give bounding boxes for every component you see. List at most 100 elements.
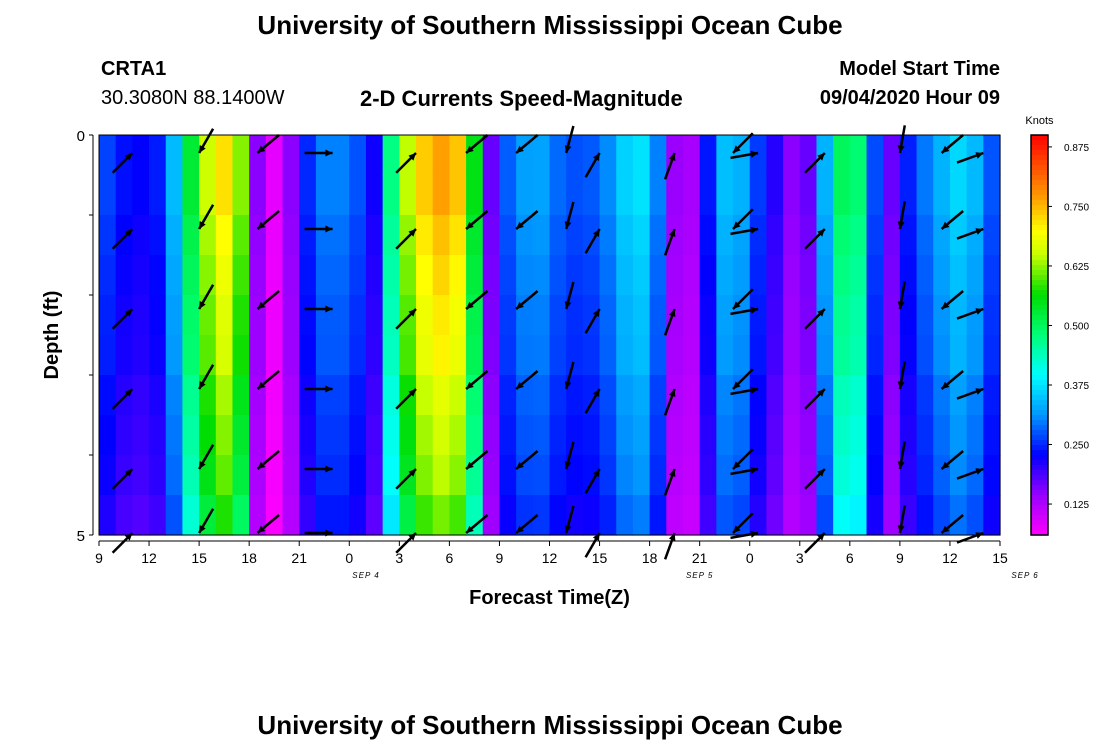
heatmap-cell <box>416 415 434 456</box>
date-label: SEP 4 <box>352 571 379 580</box>
heatmap-cell <box>849 375 868 416</box>
colorbar-swatch <box>1031 200 1048 206</box>
heatmap-cell <box>749 215 768 256</box>
heatmap-cell <box>733 495 751 536</box>
heatmap-cell <box>749 375 768 416</box>
vector-head <box>516 145 524 153</box>
heatmap-cell <box>99 375 117 416</box>
heatmap-cell <box>532 215 551 256</box>
heatmap-cell <box>315 495 334 536</box>
heatmap-cell <box>149 415 167 456</box>
vector-head <box>817 533 825 541</box>
heatmap-cell <box>315 295 334 336</box>
colorbar-swatch <box>1031 300 1048 306</box>
heatmap-cell <box>983 335 1001 376</box>
heatmap-cell <box>849 335 868 376</box>
colorbar-swatch <box>1031 235 1048 241</box>
heatmap-cell <box>99 175 117 216</box>
heatmap-cell <box>482 295 501 336</box>
heatmap-cell <box>265 255 284 296</box>
heatmap-cell <box>432 255 450 296</box>
colorbar-swatch <box>1031 315 1048 321</box>
heatmap-cell <box>466 135 484 176</box>
colorbar-swatch <box>1031 305 1048 311</box>
heatmap-cell <box>499 295 517 336</box>
vector-head <box>564 301 572 309</box>
heatmap-cell <box>933 215 951 256</box>
vector-head <box>592 153 600 161</box>
x-tick-label: 15 <box>592 550 608 566</box>
heatmap-cell <box>899 215 918 256</box>
heatmap-cell <box>215 255 234 296</box>
vector-head <box>668 153 676 161</box>
colorbar-swatch <box>1031 140 1048 146</box>
heatmap-cell <box>799 415 818 456</box>
heatmap-cell <box>682 135 701 176</box>
heatmap-cell <box>749 135 768 176</box>
heatmap-cell <box>549 135 567 176</box>
plot-frame <box>98 134 1001 536</box>
x-tick-label: 6 <box>445 550 453 566</box>
heatmap-cell <box>215 495 234 536</box>
heatmap-cell <box>899 375 918 416</box>
colorbar-swatch <box>1031 165 1048 171</box>
heatmap-cell <box>449 375 467 416</box>
heatmap-cell <box>365 215 384 256</box>
heatmap-cell <box>949 135 968 176</box>
colorbar-swatch <box>1031 355 1048 361</box>
x-tick-label: 6 <box>846 550 854 566</box>
vector-head <box>199 221 206 229</box>
heatmap-cell <box>232 135 250 176</box>
vector-head <box>592 229 600 237</box>
vector-head <box>325 529 333 537</box>
vector-head <box>124 469 133 477</box>
heatmap-cell <box>883 375 901 416</box>
heatmap-cell <box>716 175 734 216</box>
heatmap-cell <box>349 335 367 376</box>
heatmap-cell <box>315 255 334 296</box>
heatmap-cell <box>432 495 450 536</box>
heatmap-cell <box>632 415 651 456</box>
heatmap-cell <box>215 375 234 416</box>
heatmap-cell <box>966 415 984 456</box>
heatmap-cell <box>632 175 651 216</box>
vector-head <box>124 389 133 397</box>
heatmap-cell <box>949 175 968 216</box>
heatmap-cell <box>182 375 200 416</box>
heatmap-cell <box>432 215 450 256</box>
heatmap-cell <box>682 455 701 496</box>
heatmap-cell <box>833 255 851 296</box>
vector-head <box>564 381 572 389</box>
heatmap-cell <box>632 215 651 256</box>
heatmap-cell <box>315 415 334 456</box>
heatmap-cell <box>199 295 217 336</box>
colorbar-swatch <box>1031 375 1048 381</box>
vector-head <box>564 525 572 533</box>
colorbar-swatch <box>1031 400 1048 406</box>
heatmap-cell <box>616 335 634 376</box>
heatmap-cell <box>449 295 467 336</box>
chart-subtitle: 2-D Currents Speed-Magnitude <box>360 86 683 111</box>
heatmap-cell <box>666 255 684 296</box>
vector-head <box>941 145 950 153</box>
heatmap-cell <box>716 375 734 416</box>
heatmap-cell <box>349 415 367 456</box>
vector-head <box>408 533 416 541</box>
station-id: CRTA1 <box>101 58 167 80</box>
vector-head <box>897 145 905 153</box>
heatmap-cell <box>849 175 868 216</box>
heatmap-cell <box>382 135 400 176</box>
colorbar-swatch <box>1031 190 1048 196</box>
model-start-time: 09/04/2020 Hour 09 <box>819 87 1000 109</box>
heatmap-cell <box>149 175 167 216</box>
heatmap-cell <box>983 455 1001 496</box>
vector-head <box>199 301 206 309</box>
heatmap-cell <box>282 135 300 176</box>
heatmap-cell <box>382 375 400 416</box>
colorbar-swatch <box>1031 215 1048 221</box>
heatmap-cell <box>299 295 317 336</box>
colorbar-swatch <box>1031 390 1048 396</box>
colorbar-swatch <box>1031 230 1048 236</box>
heatmap-cell <box>899 135 918 176</box>
heatmap-cell <box>666 415 684 456</box>
